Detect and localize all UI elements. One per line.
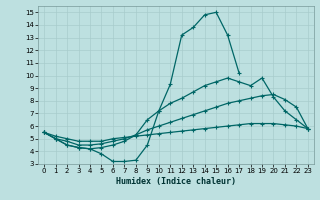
X-axis label: Humidex (Indice chaleur): Humidex (Indice chaleur) xyxy=(116,177,236,186)
